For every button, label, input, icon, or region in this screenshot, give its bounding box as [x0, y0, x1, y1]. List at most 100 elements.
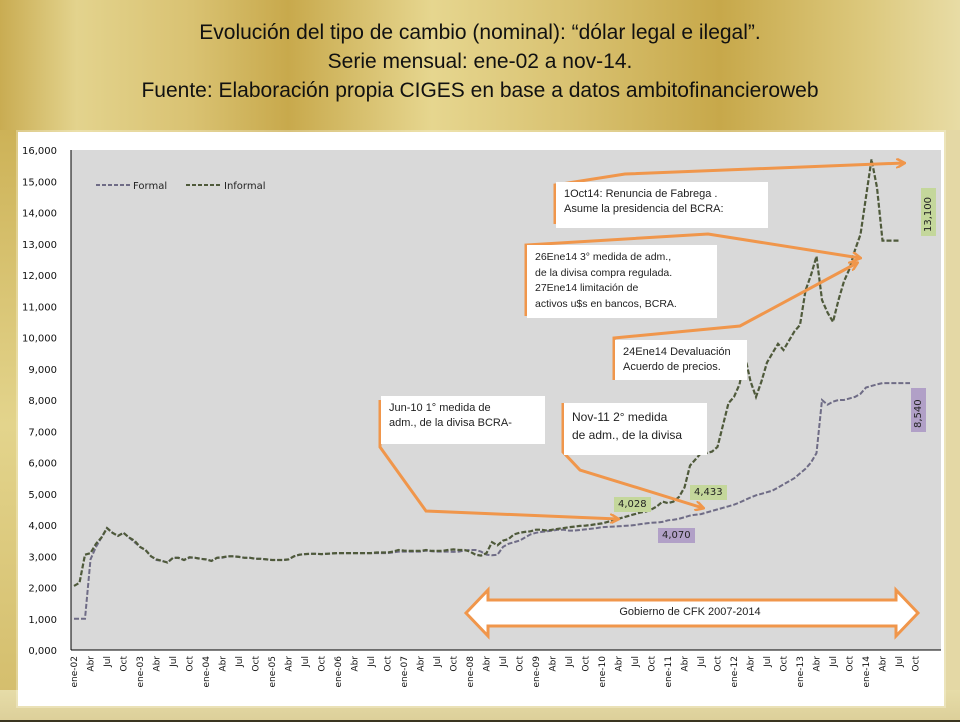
tag-informal-last: 13,100	[921, 188, 936, 236]
arrow-oct14	[553, 163, 904, 224]
x-tick-label: ene-13	[796, 656, 806, 687]
y-tick-label: 8,000	[28, 396, 57, 407]
note-ene14-devaluation: 24Ene14 Devaluación Acuerdo de precios.	[615, 340, 747, 380]
tag-informal-jun10: 4,028	[614, 497, 651, 512]
note-ene14-measures: 26Ene14 3° medida de adm., de la divisa …	[527, 245, 717, 318]
x-tick-label: Abr	[879, 656, 889, 672]
x-tick-label: ene-07	[400, 656, 410, 687]
x-tick-label: Oct	[582, 656, 592, 672]
x-tick-label: Oct	[648, 656, 658, 672]
note-oct14: 1Oct14: Renuncia de Fabrega . Asume la p…	[556, 182, 768, 228]
x-tick-label: ene-08	[466, 656, 476, 688]
slide-title: Evolución del tipo de cambio (nominal): …	[0, 18, 960, 105]
x-tick-label: ene-03	[136, 656, 146, 687]
x-tick-label: Abr	[417, 656, 427, 672]
x-tick-label: Oct	[912, 656, 922, 672]
note-nov11-line2: de adm., de la divisa	[572, 428, 683, 442]
x-tick-label: ene-04	[202, 656, 212, 688]
x-tick-label: ene-11	[664, 656, 674, 687]
y-tick-label: 4,000	[28, 521, 57, 532]
y-tick-label: 5,000	[28, 490, 57, 501]
legend-informal-label: Informal	[224, 181, 266, 192]
x-tick-label: Abr	[285, 656, 295, 672]
x-tick-label: Abr	[87, 656, 97, 672]
x-tick-label: Jul	[697, 656, 707, 668]
cfk-period-label: Gobierno de CFK 2007-2014	[619, 606, 761, 618]
x-tick-label: Jul	[499, 656, 509, 668]
note-oct14-line2: Asume la presidencia del BCRA:	[564, 203, 724, 215]
x-tick-label: Abr	[153, 656, 163, 672]
x-axis: ene-02 Abr Jul Oct ene-03 Abr Jul Oct ene-04 Abr J…	[70, 656, 922, 688]
x-tick-label: Abr	[351, 656, 361, 672]
note-jun10-line1: Jun-10 1° medida de	[389, 402, 491, 414]
x-tick-label: Oct	[516, 656, 526, 672]
x-tick-label: Oct	[318, 656, 328, 672]
y-tick-label: 10,000	[22, 334, 57, 345]
x-tick-label: Jul	[301, 656, 311, 668]
x-tick-label: Jul	[565, 656, 575, 668]
x-tick-label: Abr	[747, 656, 757, 672]
x-tick-label: Abr	[681, 656, 691, 672]
x-tick-label: Jul	[631, 656, 641, 668]
title-line-1: Evolución del tipo de cambio (nominal): …	[199, 21, 761, 44]
x-tick-label: ene-05	[268, 656, 278, 687]
x-tick-label: ene-06	[334, 656, 344, 688]
note-ene14-line4: activos u$s en bancos, BCRA.	[535, 297, 677, 310]
y-tick-label: 12,000	[22, 271, 57, 282]
x-tick-label: ene-02	[70, 656, 80, 687]
cfk-period-double-arrow	[463, 586, 921, 640]
tag-informal-nov11: 4,433	[690, 485, 727, 500]
x-tick-label: Abr	[615, 656, 625, 672]
y-tick-label: 2,000	[28, 584, 57, 595]
frame-left	[0, 130, 18, 720]
note-jun10-line2: adm., de la divisa BCRA-	[389, 417, 512, 429]
note-nov11: Nov-11 2° medida de adm., de la divisa	[564, 403, 707, 455]
note-oct14-line1: 1Oct14: Renuncia de Fabrega .	[564, 188, 718, 200]
frame-right	[944, 130, 960, 720]
y-tick-label: 1,000	[28, 615, 57, 626]
x-tick-label: Oct	[186, 656, 196, 672]
arrow-jun10	[378, 400, 618, 519]
x-tick-label: Jul	[763, 656, 773, 668]
x-tick-label: ene-10	[598, 656, 608, 688]
arrow-ene14-devaluation	[612, 263, 857, 380]
y-tick-label: 14,000	[22, 209, 57, 220]
y-tick-label: 11,000	[22, 302, 57, 313]
x-tick-label: Oct	[252, 656, 262, 672]
x-tick-label: Abr	[483, 656, 493, 672]
x-tick-label: Abr	[813, 656, 823, 672]
formal-series-line	[74, 382, 910, 620]
x-tick-label: ene-14	[862, 656, 872, 688]
x-tick-label: Oct	[780, 656, 790, 672]
arrow-nov11	[561, 403, 703, 508]
note-dev-line2: Acuerdo de precios.	[623, 361, 721, 373]
x-tick-label: Abr	[549, 656, 559, 672]
title-line-3: Fuente: Elaboración propia CIGES en base…	[141, 79, 819, 102]
x-tick-label: Jul	[433, 656, 443, 668]
x-tick-label: ene-12	[730, 656, 740, 687]
note-nov11-line1: Nov-11 2° medida	[572, 410, 668, 424]
note-ene14-line1: 26Ene14 3° medida de adm.,	[535, 251, 672, 263]
y-axis: 0,000 1,000 2,000 3,000 4,000 5,000 6,000 7,000…	[22, 146, 57, 657]
note-dev-line1: 24Ene14 Devaluación	[623, 346, 731, 358]
note-ene14-line3: 27Ene14 limitación de	[535, 282, 639, 294]
tag-formal-nov11: 4,070	[658, 528, 695, 543]
legend-formal-label: Formal	[133, 181, 167, 192]
x-tick-label: Jul	[895, 656, 905, 668]
x-tick-label: Jul	[235, 656, 245, 668]
x-tick-label: Abr	[219, 656, 229, 672]
x-tick-label: Oct	[120, 656, 130, 672]
y-tick-label: 0,000	[28, 646, 57, 657]
x-tick-label: Oct	[450, 656, 460, 672]
informal-series-line	[73, 159, 899, 587]
x-tick-label: ene-09	[532, 656, 542, 688]
y-tick-label: 16,000	[22, 146, 57, 157]
y-tick-label: 9,000	[28, 365, 57, 376]
x-tick-label: Oct	[846, 656, 856, 672]
y-tick-label: 15,000	[22, 177, 57, 188]
x-tick-label: Oct	[714, 656, 724, 672]
arrow-ene14-measure	[524, 232, 860, 316]
x-tick-label: Jul	[829, 656, 839, 668]
note-ene14-line2: de la divisa compra regulada.	[535, 266, 673, 279]
x-tick-label: Jul	[367, 656, 377, 668]
